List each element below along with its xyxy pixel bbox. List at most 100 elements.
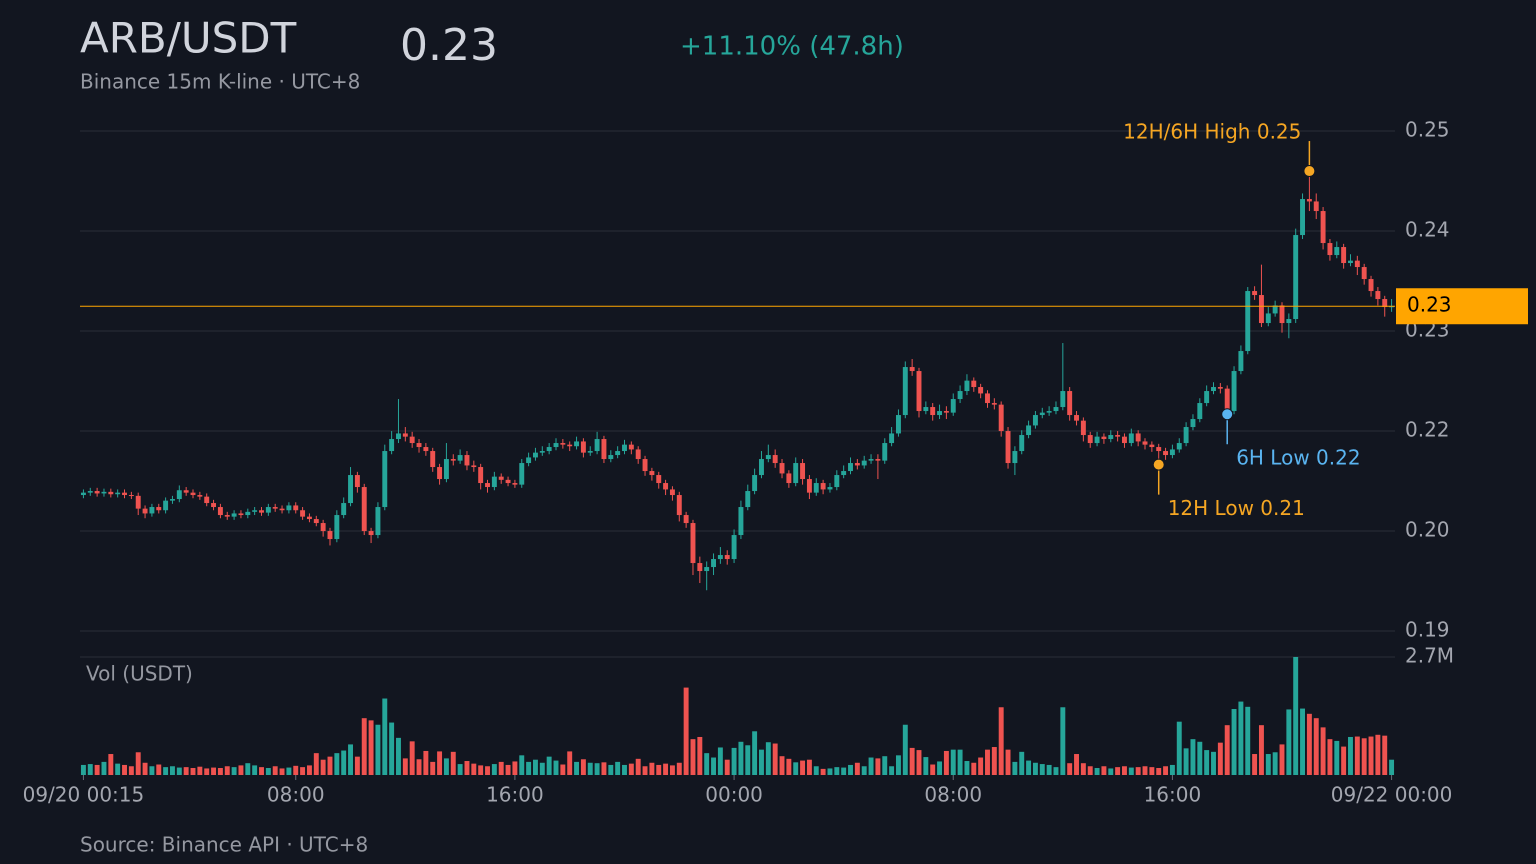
volume-bar xyxy=(115,763,121,775)
candle-body xyxy=(457,455,463,461)
volume-bar xyxy=(820,768,826,775)
volume-bar xyxy=(409,741,415,775)
volume-bar xyxy=(1005,749,1011,775)
candle-body xyxy=(94,491,100,494)
candle-body xyxy=(1286,319,1292,324)
candle-body xyxy=(163,500,169,511)
volume-bar xyxy=(306,765,312,775)
volume-bar xyxy=(615,761,621,775)
x-tick-label: 16:00 xyxy=(486,783,544,807)
x-tick-label: 00:00 xyxy=(705,783,763,807)
volume-bar xyxy=(1245,706,1251,775)
volume-bar xyxy=(176,767,182,775)
volume-bar xyxy=(635,758,641,775)
x-tick-label: 16:00 xyxy=(1144,783,1202,807)
candle-body xyxy=(300,510,306,517)
candle-body xyxy=(711,559,716,568)
candle-body xyxy=(368,531,374,536)
candle-body xyxy=(779,463,785,474)
volume-bar xyxy=(1265,754,1271,775)
candle-body xyxy=(704,567,710,572)
volume-bar xyxy=(190,768,196,775)
candle-body xyxy=(820,483,826,490)
volume-bar xyxy=(697,736,703,775)
volume-bar xyxy=(128,766,134,775)
volume-bar xyxy=(628,763,634,775)
y2-tick-label: 2.7M xyxy=(1405,644,1454,668)
candle-body xyxy=(765,455,771,460)
candle-body xyxy=(375,507,381,536)
volume-bar xyxy=(978,757,984,775)
candle-body xyxy=(505,479,511,484)
x-tick-label: 09/20 00:15 xyxy=(23,783,145,807)
candle-body xyxy=(396,433,401,440)
candle-body xyxy=(190,492,196,496)
volume-bar xyxy=(711,757,716,775)
candle-body xyxy=(759,459,764,476)
volume-bar xyxy=(1252,754,1258,775)
candle-body xyxy=(772,455,778,464)
volume-bar xyxy=(1032,762,1038,775)
candle-body xyxy=(868,459,874,461)
volume-bar xyxy=(875,758,881,775)
volume-bar xyxy=(293,765,299,775)
candle-body xyxy=(1156,447,1162,452)
volume-bar xyxy=(1060,707,1066,775)
volume-bar xyxy=(759,749,764,775)
volume-bar xyxy=(471,763,477,775)
volume-bar xyxy=(245,763,251,775)
candle-body xyxy=(1306,199,1312,202)
candle-body xyxy=(656,475,662,484)
volume-bar xyxy=(252,765,258,775)
candle-body xyxy=(1026,425,1032,436)
volume-bar xyxy=(327,756,333,775)
volume-bar xyxy=(430,761,436,775)
candle-body xyxy=(1142,441,1148,445)
volume-bar xyxy=(1169,764,1175,775)
candle-body xyxy=(156,507,162,511)
volume-bar xyxy=(197,766,203,775)
volume-bar xyxy=(149,766,155,775)
candle-body xyxy=(471,465,477,468)
volume-bar xyxy=(793,762,799,775)
volume-bar xyxy=(1163,766,1169,775)
volume-bar xyxy=(526,761,532,775)
volume-bar xyxy=(532,759,538,775)
volume-bar xyxy=(505,764,511,775)
candle-body xyxy=(1211,387,1216,392)
volume-bar xyxy=(464,761,470,775)
candle-body xyxy=(909,367,915,372)
candle-body xyxy=(231,513,237,517)
volume-bar xyxy=(1101,766,1107,775)
volume-bar xyxy=(368,720,374,775)
volume-bar xyxy=(300,767,306,775)
volume-bar xyxy=(101,761,107,775)
volume-bar xyxy=(909,747,915,775)
candle-body xyxy=(1012,451,1018,464)
candle-body xyxy=(183,490,189,493)
candle-body xyxy=(128,495,134,497)
candle-body xyxy=(423,447,429,452)
candle-body xyxy=(409,436,415,444)
volume-bar xyxy=(656,764,662,775)
volume-bar xyxy=(122,764,127,775)
volume-bar xyxy=(1115,767,1121,775)
candle-body xyxy=(1183,427,1189,444)
candle-body xyxy=(1204,391,1210,404)
volume-bar xyxy=(724,759,730,775)
candle-body xyxy=(1169,449,1175,456)
candle-body xyxy=(197,495,203,497)
volume-bar xyxy=(772,743,778,775)
candle-body xyxy=(265,507,271,513)
volume-bar xyxy=(272,766,278,775)
volume-bar xyxy=(1306,713,1312,775)
volume-bar xyxy=(396,737,401,775)
y-tick-label: 0.20 xyxy=(1405,518,1450,542)
volume-bar xyxy=(902,724,908,775)
volume-bar xyxy=(1368,736,1374,775)
volume-bar xyxy=(485,766,490,775)
volume-bar xyxy=(1135,767,1141,775)
candle-body xyxy=(1108,435,1114,440)
candle-body xyxy=(259,510,264,513)
candle-body xyxy=(1313,201,1319,212)
